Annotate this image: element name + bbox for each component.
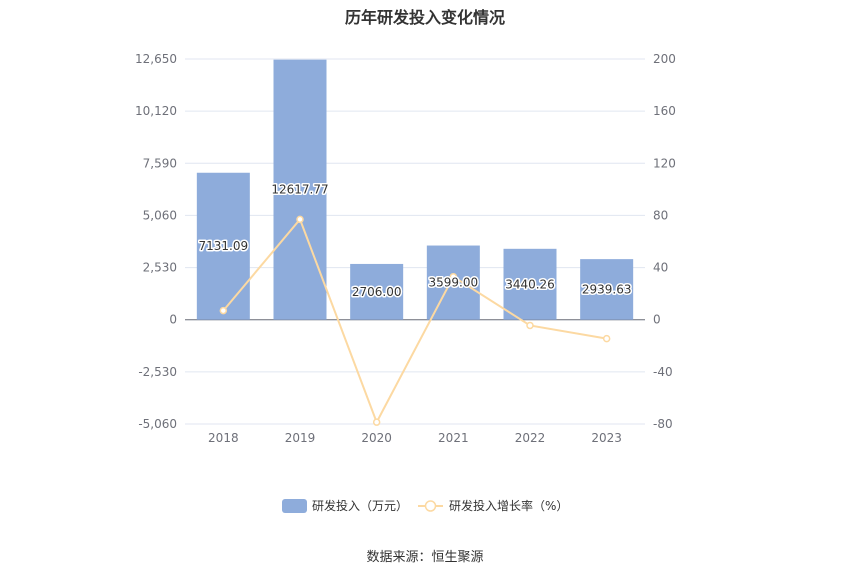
x-tick-label: 2021 <box>438 431 469 445</box>
y-right-tick-label: 80 <box>653 208 668 222</box>
x-tick-label: 2019 <box>285 431 316 445</box>
y-left-tick-label: 7,590 <box>143 156 177 170</box>
bar <box>503 248 557 320</box>
bar-value-label: 2706.00 <box>352 285 402 299</box>
y-left-tick-label: 10,120 <box>135 104 177 118</box>
x-tick-label: 2022 <box>515 431 546 445</box>
x-tick-label: 2018 <box>208 431 239 445</box>
y-left-tick-label: 0 <box>169 313 177 327</box>
bar <box>350 263 404 320</box>
growth-rate-point <box>372 418 381 426</box>
y-right-tick-label: 200 <box>653 52 676 66</box>
growth-rate-point <box>602 334 611 343</box>
bar <box>273 59 327 320</box>
growth-rate-point <box>449 272 458 281</box>
y-right-tick-label: -80 <box>653 417 673 431</box>
legend-line-label: 研发投入增长率（%） <box>449 498 568 513</box>
chart-title: 历年研发投入变化情况 <box>344 8 505 27</box>
y-left-tick-label: -2,530 <box>138 365 177 379</box>
y-left-tick-label: 12,650 <box>135 52 177 66</box>
data-source-note: 数据来源：恒生聚源 <box>366 550 484 565</box>
bar <box>580 259 634 320</box>
bar-value-label: 3599.00 <box>429 276 479 290</box>
bar <box>426 245 480 320</box>
legend-line-marker <box>424 500 437 512</box>
x-tick-label: 2023 <box>591 431 622 445</box>
bar-value-label: 12617.77 <box>271 183 328 197</box>
growth-rate-point <box>526 321 534 330</box>
bar-value-label: 7131.09 <box>199 239 249 253</box>
growth-rate-line <box>222 217 607 425</box>
y-right-tick-label: 0 <box>653 313 661 327</box>
bar-value-label: 2939.63 <box>582 282 632 296</box>
y-left-tick-label: 5,060 <box>143 208 177 222</box>
y-left-tick-label: 2,530 <box>143 261 177 275</box>
x-tick-label: 2020 <box>361 431 392 445</box>
bar <box>196 172 250 320</box>
legend-bar-label: 研发投入（万元） <box>312 498 408 513</box>
y-right-tick-label: 120 <box>653 156 676 170</box>
bar-value-label: 3440.26 <box>505 277 555 291</box>
growth-rate-point <box>219 306 228 315</box>
y-right-tick-label: -40 <box>653 365 673 379</box>
y-right-tick-label: 160 <box>653 104 676 118</box>
growth-rate-point <box>296 215 304 224</box>
y-left-tick-label: -5,060 <box>138 417 177 431</box>
y-right-tick-label: 40 <box>653 261 668 275</box>
legend-bar-swatch <box>282 499 307 513</box>
